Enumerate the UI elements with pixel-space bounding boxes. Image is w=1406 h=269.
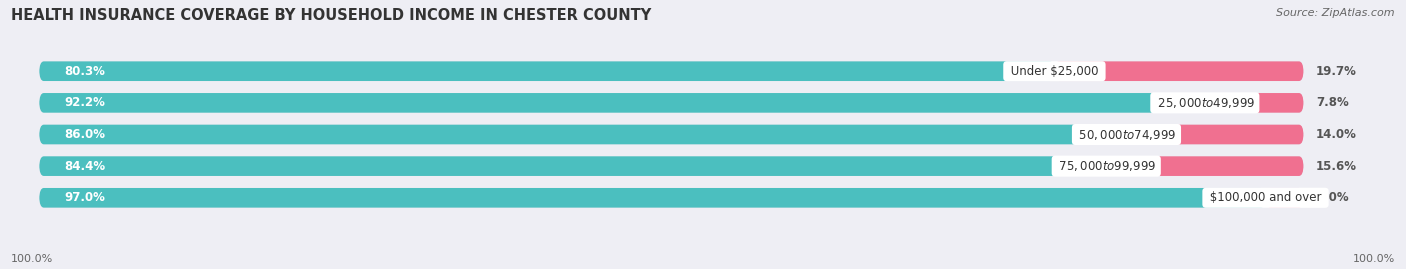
Text: 14.0%: 14.0% bbox=[1316, 128, 1357, 141]
FancyBboxPatch shape bbox=[39, 156, 1303, 176]
Text: $25,000 to $49,999: $25,000 to $49,999 bbox=[1154, 96, 1256, 110]
FancyBboxPatch shape bbox=[1205, 93, 1303, 113]
FancyBboxPatch shape bbox=[39, 188, 1265, 208]
FancyBboxPatch shape bbox=[39, 156, 1107, 176]
Text: Source: ZipAtlas.com: Source: ZipAtlas.com bbox=[1277, 8, 1395, 18]
Text: 7.8%: 7.8% bbox=[1316, 96, 1348, 109]
Text: HEALTH INSURANCE COVERAGE BY HOUSEHOLD INCOME IN CHESTER COUNTY: HEALTH INSURANCE COVERAGE BY HOUSEHOLD I… bbox=[11, 8, 651, 23]
Text: 100.0%: 100.0% bbox=[11, 254, 53, 264]
Text: 80.3%: 80.3% bbox=[65, 65, 105, 78]
Text: $100,000 and over: $100,000 and over bbox=[1206, 191, 1324, 204]
FancyBboxPatch shape bbox=[39, 93, 1303, 113]
Text: 19.7%: 19.7% bbox=[1316, 65, 1357, 78]
Text: 97.0%: 97.0% bbox=[65, 191, 105, 204]
Text: 100.0%: 100.0% bbox=[1353, 254, 1395, 264]
FancyBboxPatch shape bbox=[39, 125, 1303, 144]
FancyBboxPatch shape bbox=[1054, 61, 1303, 81]
Text: 86.0%: 86.0% bbox=[65, 128, 105, 141]
FancyBboxPatch shape bbox=[1107, 156, 1303, 176]
Text: Under $25,000: Under $25,000 bbox=[1007, 65, 1102, 78]
FancyBboxPatch shape bbox=[39, 93, 1205, 113]
FancyBboxPatch shape bbox=[39, 61, 1054, 81]
Text: 84.4%: 84.4% bbox=[65, 160, 105, 173]
FancyBboxPatch shape bbox=[39, 61, 1303, 81]
FancyBboxPatch shape bbox=[1265, 188, 1303, 208]
Text: 3.0%: 3.0% bbox=[1316, 191, 1348, 204]
FancyBboxPatch shape bbox=[39, 188, 1303, 208]
Text: $75,000 to $99,999: $75,000 to $99,999 bbox=[1056, 159, 1157, 173]
Text: 15.6%: 15.6% bbox=[1316, 160, 1357, 173]
FancyBboxPatch shape bbox=[39, 125, 1126, 144]
FancyBboxPatch shape bbox=[1126, 125, 1303, 144]
Text: $50,000 to $74,999: $50,000 to $74,999 bbox=[1076, 128, 1177, 141]
Text: 92.2%: 92.2% bbox=[65, 96, 105, 109]
